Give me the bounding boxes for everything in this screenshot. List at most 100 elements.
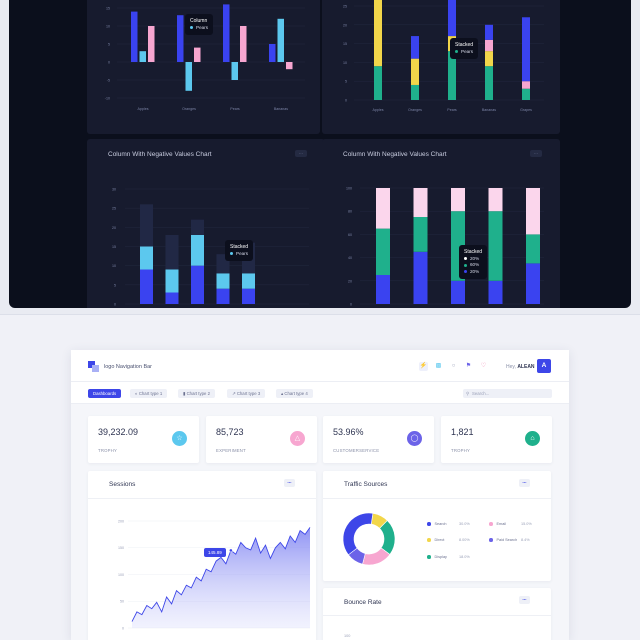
chart-bar bbox=[191, 235, 204, 266]
tooltip-title: Column bbox=[190, 18, 208, 24]
tooltip-item: Pears bbox=[461, 48, 474, 54]
sessions-area-chart: 200 150 100 50 0 bbox=[118, 519, 311, 630]
area-icon: ▴ bbox=[281, 391, 284, 396]
column-chart: 15 10 5 0 -5 -10 Apples Oranges Pears Bananas bbox=[105, 4, 305, 111]
x-tick-label: Pears bbox=[230, 107, 240, 111]
legend-item: Paid Search 8.4% bbox=[489, 538, 530, 542]
legend-value: 18.0% bbox=[459, 555, 470, 559]
chart-bar bbox=[139, 51, 146, 62]
y-tick-label: 30 bbox=[112, 188, 116, 192]
chart-bar bbox=[269, 44, 276, 62]
y-tick-label: -5 bbox=[107, 79, 110, 83]
stat-label: CUSTOMERSERVICE bbox=[333, 448, 380, 453]
card-menu-button[interactable]: ... bbox=[519, 596, 530, 604]
legend-item: Display 18.0% bbox=[427, 555, 470, 559]
chart-bar bbox=[191, 265, 204, 304]
bounce-rate-card: Bounce Rate ... 100 bbox=[323, 588, 551, 640]
y-tick-label: 100 bbox=[346, 187, 352, 191]
card-menu-button[interactable]: ... bbox=[295, 150, 307, 157]
tab-label: Chart type 4 bbox=[284, 391, 308, 396]
legend-dot bbox=[427, 522, 431, 526]
legend-value: 8.00% bbox=[459, 538, 470, 542]
chart-bar bbox=[165, 269, 179, 293]
brand-title[interactable]: logo Navigation Bar bbox=[104, 364, 153, 370]
card-menu-button[interactable]: ... bbox=[530, 150, 542, 157]
chart-type-tabs: Dashboards ◐ Chart type 1 ▮ Chart type 2… bbox=[71, 382, 569, 404]
search-input[interactable]: ⚲ Search... bbox=[463, 389, 552, 398]
tooltip-title: Stacked bbox=[455, 42, 474, 48]
search-placeholder: Search... bbox=[472, 391, 490, 396]
legend-item: Direct 8.00% bbox=[427, 538, 470, 542]
y-tick-label: 15 bbox=[343, 42, 347, 46]
divider bbox=[88, 498, 316, 499]
x-tick-label: Apples bbox=[373, 108, 384, 112]
tooltip-title: Stacked bbox=[230, 244, 249, 250]
chart-bar bbox=[165, 292, 179, 304]
card-menu-button[interactable]: ... bbox=[519, 479, 530, 487]
sessions-area bbox=[132, 527, 310, 628]
negative-values-chart-card-percent: Column With Negative Values Chart ... 10… bbox=[322, 139, 560, 308]
dashboard-app: logo Navigation Bar ⚡ ▩ ○ ⚑ ♡ Hey, ALEAN… bbox=[71, 350, 569, 640]
chart-bar bbox=[216, 288, 230, 304]
flag-icon[interactable]: ⚑ bbox=[465, 363, 472, 369]
chart-bar bbox=[522, 81, 530, 89]
bell-icon[interactable]: ⚡ bbox=[419, 362, 428, 371]
home-icon: ⌂ bbox=[525, 431, 540, 446]
chart-bar bbox=[165, 235, 179, 270]
tab-dashboards[interactable]: Dashboards bbox=[88, 389, 122, 398]
heart-icon[interactable]: ♡ bbox=[480, 363, 487, 369]
tooltip-item: Pears bbox=[236, 250, 249, 256]
tooltip-item: 20% bbox=[470, 255, 480, 261]
x-tick-label: Bananas bbox=[274, 107, 288, 111]
user-greeting: Hey, ALEAN bbox=[506, 364, 535, 370]
y-tick-label: 0 bbox=[350, 303, 352, 307]
legend-item: Search 30.0% bbox=[427, 522, 470, 526]
headset-icon: ◯ bbox=[407, 431, 422, 446]
chart-bar bbox=[485, 51, 493, 67]
chart-bar bbox=[488, 211, 503, 281]
column-chart-card: 15 10 5 0 -5 -10 Apples Oranges Pears Bananas Col… bbox=[87, 0, 320, 134]
chat-icon[interactable]: ▩ bbox=[435, 363, 442, 369]
stat-value: 39,232.09 bbox=[98, 427, 139, 437]
y-tick-label: 10 bbox=[343, 61, 347, 65]
legend-label: Display bbox=[434, 555, 447, 559]
y-tick-label: 100 bbox=[118, 573, 124, 577]
y-tick-label: 20 bbox=[112, 226, 116, 230]
card-title: Column With Negative Values Chart bbox=[343, 151, 447, 158]
chart-bar bbox=[522, 17, 530, 82]
stat-label: EXPERIMENT bbox=[216, 448, 246, 453]
y-tick-label: 0 bbox=[108, 61, 110, 65]
tab-chart-type-2[interactable]: ▮ Chart type 2 bbox=[178, 389, 215, 398]
tab-label: Chart type 1 bbox=[138, 391, 163, 396]
sessions-line bbox=[131, 527, 311, 622]
settings-icon[interactable]: ○ bbox=[451, 363, 456, 369]
legend-dot bbox=[489, 522, 493, 526]
avatar[interactable]: A bbox=[537, 359, 551, 373]
logo-icon[interactable] bbox=[88, 361, 99, 372]
y-tick-label: 200 bbox=[118, 519, 124, 523]
y-tick-label: 0 bbox=[345, 99, 347, 103]
legend-label: Search bbox=[434, 522, 447, 526]
chart-bar bbox=[376, 275, 390, 304]
legend-value: 15.0% bbox=[521, 522, 532, 526]
tooltip-item: 20% bbox=[470, 268, 480, 274]
chart-bar bbox=[413, 188, 428, 217]
y-tick-label: 15 bbox=[106, 7, 110, 11]
y-tick-label: 25 bbox=[343, 5, 347, 9]
top-navigation-bar: logo Navigation Bar ⚡ ▩ ○ ⚑ ♡ Hey, ALEAN… bbox=[71, 350, 569, 382]
stacked-column-chart: 25 20 15 10 5 0 Apples Oranges Pears Bananas Grape… bbox=[343, 0, 544, 112]
stat-card-customerservice: 53.96% CUSTOMERSERVICE ◯ bbox=[323, 416, 434, 463]
chart-bar bbox=[413, 217, 428, 252]
card-menu-button[interactable]: ... bbox=[284, 479, 295, 487]
tab-chart-type-3[interactable]: ↗ Chart type 3 bbox=[227, 389, 266, 398]
chart-bar bbox=[185, 62, 192, 91]
y-tick-label: 40 bbox=[348, 256, 352, 260]
chart-bar bbox=[374, 66, 382, 100]
chart-bar bbox=[140, 204, 153, 247]
line-icon: ↗ bbox=[232, 391, 236, 396]
tab-chart-type-4[interactable]: ▴ Chart type 4 bbox=[276, 389, 313, 398]
x-tick-label: Oranges bbox=[408, 108, 422, 112]
y-tick-label: 150 bbox=[118, 546, 124, 550]
legend-dot bbox=[464, 270, 467, 274]
tab-chart-type-1[interactable]: ◐ Chart type 1 bbox=[130, 389, 168, 398]
